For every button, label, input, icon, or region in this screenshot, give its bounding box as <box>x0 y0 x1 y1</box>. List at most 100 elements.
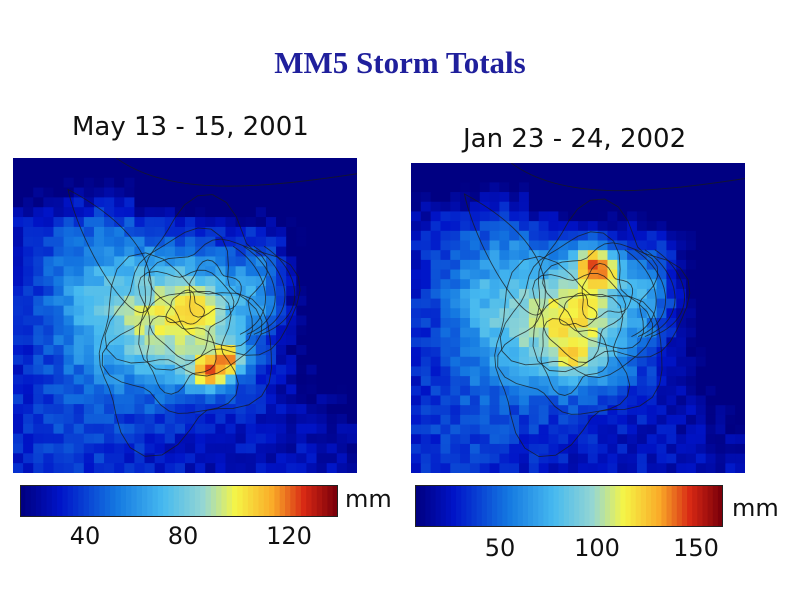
heatmap-cell <box>656 288 668 300</box>
heatmap-cell <box>104 345 115 356</box>
heatmap-cell <box>174 276 186 287</box>
heatmap-cell <box>134 177 146 189</box>
heatmap-cell <box>114 246 125 258</box>
heatmap-cell <box>124 453 136 464</box>
heatmap-cell <box>255 345 267 356</box>
heatmap-cell <box>255 167 267 179</box>
heatmap-cell <box>43 256 55 267</box>
heatmap-cell <box>43 354 55 366</box>
heatmap-cell <box>646 298 658 309</box>
heatmap-cell <box>93 187 105 198</box>
contour-line <box>558 292 598 327</box>
heatmap-cell <box>489 221 501 232</box>
heatmap-cell <box>144 295 156 307</box>
heatmap-cell <box>715 424 726 435</box>
heatmap-cell <box>93 285 105 297</box>
heatmap-cell <box>705 279 717 290</box>
heatmap-cell <box>296 177 308 189</box>
heatmap-cell <box>336 217 348 228</box>
heatmap-cell <box>316 315 328 326</box>
heatmap-cell <box>538 424 550 435</box>
heatmap-cell <box>104 453 115 464</box>
heatmap-cell <box>627 347 638 358</box>
heatmap-cell <box>316 423 328 435</box>
heatmap-cell <box>509 414 520 426</box>
colorbar-1-tick-80: 80 <box>167 522 199 550</box>
heatmap-cell <box>430 288 442 300</box>
colorbar-swatch <box>25 485 32 517</box>
heatmap-cell <box>235 453 247 464</box>
heatmap-cell <box>124 256 136 267</box>
heatmap-cell <box>276 187 287 198</box>
heatmap-cell <box>519 443 530 455</box>
heatmap-cell <box>676 385 687 397</box>
heatmap-cell <box>215 285 227 297</box>
heatmap-cell <box>154 197 166 208</box>
heatmap-cell <box>104 374 115 385</box>
heatmap-cell <box>715 163 726 174</box>
heatmap-cell <box>134 295 146 307</box>
heatmap-cell <box>43 413 55 425</box>
heatmap-cell <box>627 443 638 455</box>
heatmap-cell <box>568 192 579 203</box>
heatmap-cell <box>265 167 277 179</box>
heatmap-panel-1 <box>13 158 357 473</box>
heatmap-cell <box>33 433 44 445</box>
heatmap-cell <box>460 405 471 416</box>
heatmap-cell <box>489 240 501 251</box>
heatmap-cell <box>215 177 227 189</box>
heatmap-cell <box>519 376 530 387</box>
heatmap-cell <box>627 395 638 406</box>
heatmap-cell <box>185 335 196 346</box>
heatmap-cell <box>538 308 550 319</box>
contour-line <box>634 249 666 338</box>
heatmap-cell <box>23 266 34 277</box>
heatmap-cell <box>336 236 348 248</box>
heatmap-cell <box>489 279 501 290</box>
panel-2-title: Jan 23 - 24, 2002 <box>463 124 687 154</box>
heatmap-cell <box>296 443 308 454</box>
heatmap-cell <box>13 404 24 415</box>
heatmap-cell <box>83 354 95 366</box>
heatmap-cell <box>420 279 432 290</box>
heatmap-cell <box>617 424 628 435</box>
heatmap-cell <box>205 354 216 366</box>
heatmap-cell <box>548 434 559 445</box>
heatmap-cell <box>276 295 287 307</box>
colorbar-swatch <box>115 485 122 517</box>
heatmap-cell <box>430 385 442 397</box>
heatmap-cell <box>276 433 287 445</box>
heatmap-cell <box>164 177 176 189</box>
heatmap-cell <box>195 413 206 425</box>
colorbar-swatch <box>492 485 498 527</box>
heatmap-cell <box>154 453 166 464</box>
heatmap-cell <box>43 158 55 169</box>
heatmap-cell <box>656 376 668 387</box>
heatmap-cell <box>430 318 442 329</box>
heatmap-cell <box>53 325 65 336</box>
heatmap-cell <box>235 315 247 326</box>
heatmap-cell <box>558 279 569 290</box>
colorbar-swatch <box>226 485 233 517</box>
heatmap-cell <box>597 259 609 271</box>
heatmap-cell <box>587 424 599 435</box>
heatmap-cell <box>33 177 44 189</box>
heatmap-cell <box>695 434 707 445</box>
heatmap-cell <box>676 424 687 435</box>
heatmap-cell <box>607 376 618 387</box>
heatmap-cell <box>13 384 24 395</box>
heatmap-cell <box>296 187 308 198</box>
heatmap-cell <box>676 443 687 455</box>
heatmap-cell <box>23 305 34 317</box>
heatmap-cell <box>469 201 481 213</box>
heatmap-cell <box>519 298 530 309</box>
heatmap-cell <box>597 182 609 193</box>
heatmap-cell <box>205 226 216 238</box>
colorbar-swatch <box>681 485 688 527</box>
heatmap-cell <box>23 197 34 208</box>
heatmap-cell <box>83 236 95 248</box>
colorbar-swatch <box>247 485 254 517</box>
heatmap-cell <box>346 276 357 287</box>
heatmap-cell <box>73 413 85 425</box>
heatmap-cell <box>627 453 638 464</box>
